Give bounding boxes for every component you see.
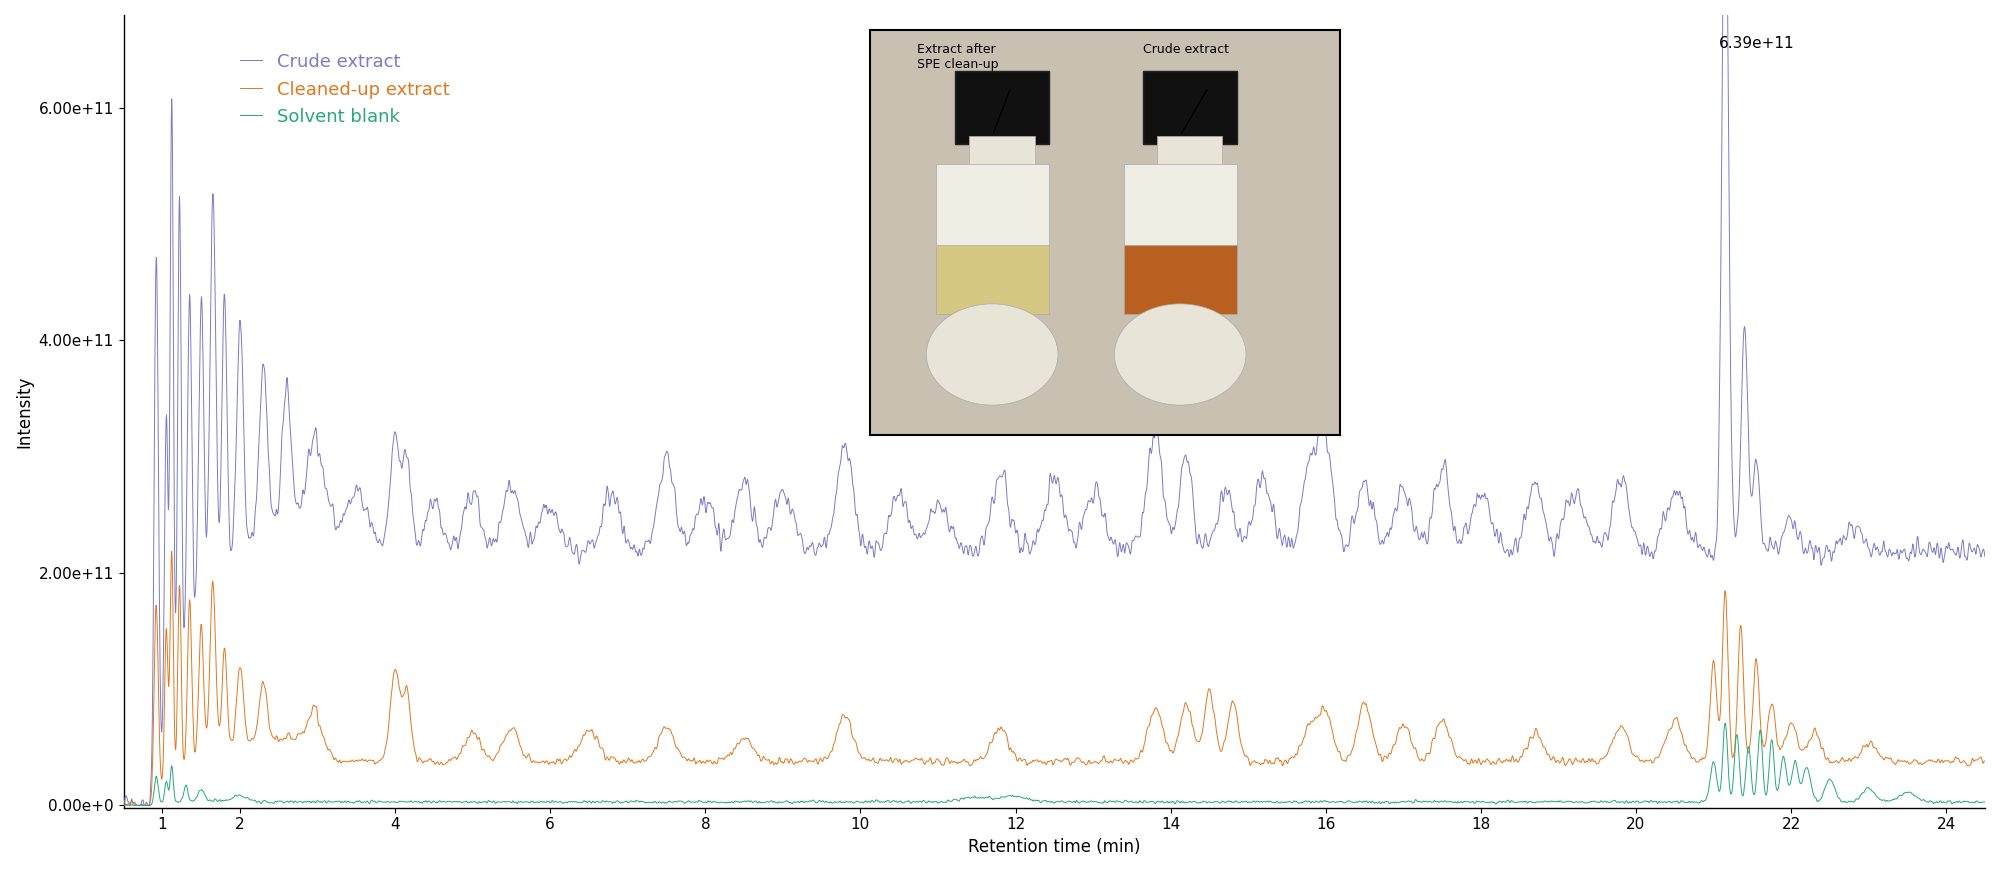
Cleaned-up extract: [1228, 737, 1252, 747]
Line: Solvent blank: Solvent blank: [124, 723, 1984, 806]
Cleaned-up extract: [1502, 753, 1526, 763]
Bar: [1142, 71, 1236, 144]
Bar: [954, 71, 1048, 144]
Solvent blank: [1228, 798, 1252, 808]
Cleaned-up extract: [824, 733, 848, 743]
Legend: Crude extract, Cleaned-up extract, Solvent blank: Crude extract, Cleaned-up extract, Solve…: [236, 48, 454, 132]
Solvent blank: [112, 800, 136, 810]
Crude extract: [450, 517, 474, 528]
Solvent blank: [1972, 797, 1996, 807]
Bar: [1156, 136, 1222, 172]
Solvent blank: [112, 800, 136, 811]
Y-axis label: Intensity: Intensity: [14, 375, 32, 448]
Crude extract: [1228, 524, 1252, 535]
Cleaned-up extract: [450, 740, 474, 751]
X-axis label: Retention time (min): Retention time (min): [968, 838, 1140, 856]
Solvent blank: [1714, 718, 1738, 728]
Crude extract: [1322, 496, 1346, 506]
Crude extract: [112, 800, 136, 811]
Cleaned-up extract: [126, 800, 150, 811]
Solvent blank: [450, 797, 474, 807]
Crude extract: [1500, 548, 1524, 558]
Cleaned-up extract: [1972, 756, 1996, 766]
Line: Cleaned-up extract: Cleaned-up extract: [124, 551, 1984, 806]
Bar: [1124, 164, 1236, 253]
Cleaned-up extract: [160, 546, 184, 557]
Solvent blank: [824, 796, 848, 807]
Solvent blank: [1500, 796, 1524, 807]
Bar: [968, 136, 1034, 172]
Crude extract: [1642, 548, 1666, 558]
Crude extract: [122, 800, 146, 811]
Text: Extract after
SPE clean-up: Extract after SPE clean-up: [916, 43, 998, 71]
Crude extract: [824, 494, 848, 504]
Crude extract: [1972, 551, 1996, 562]
Line: Crude extract: Crude extract: [124, 0, 1984, 806]
Text: 6.39e+11: 6.39e+11: [1718, 36, 1794, 51]
Bar: [936, 245, 1048, 314]
Bar: [1124, 245, 1236, 314]
Solvent blank: [1642, 796, 1666, 807]
Cleaned-up extract: [112, 797, 136, 807]
Cleaned-up extract: [1642, 754, 1666, 765]
Ellipse shape: [1114, 304, 1246, 405]
Text: Crude extract: Crude extract: [1142, 43, 1228, 56]
Solvent blank: [1322, 797, 1346, 807]
Cleaned-up extract: [1322, 737, 1346, 747]
Bar: [936, 164, 1048, 253]
Ellipse shape: [926, 304, 1058, 405]
